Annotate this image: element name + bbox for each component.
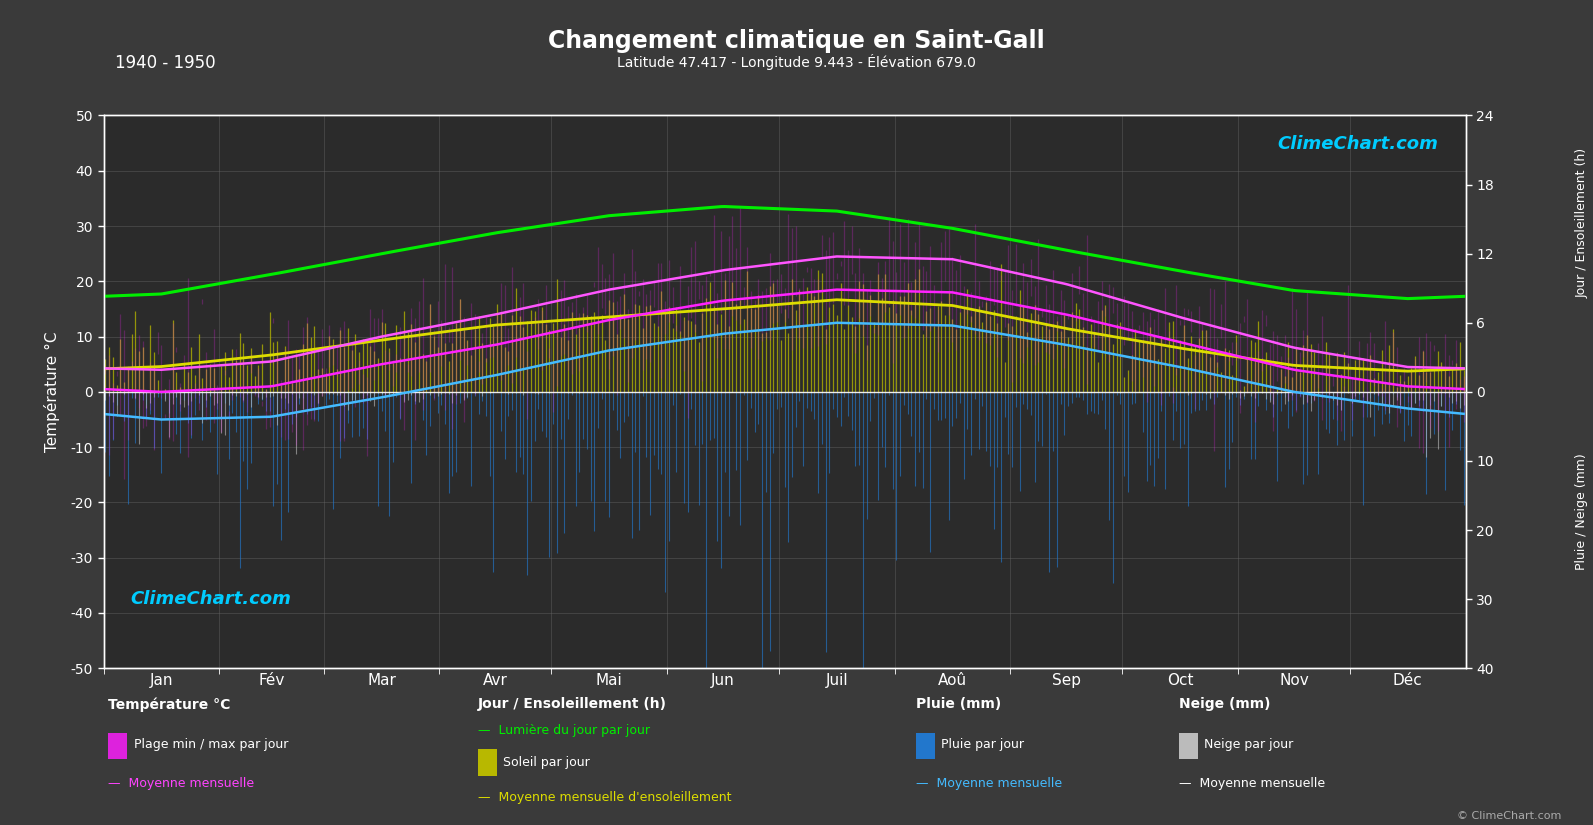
Text: 1940 - 1950: 1940 - 1950	[115, 54, 215, 72]
Text: Plage min / max par jour: Plage min / max par jour	[134, 738, 288, 752]
Text: © ClimeChart.com: © ClimeChart.com	[1456, 811, 1561, 821]
Text: Jour / Ensoleillement (h): Jour / Ensoleillement (h)	[478, 697, 667, 711]
Text: Jour / Ensoleillement (h): Jour / Ensoleillement (h)	[1575, 148, 1588, 298]
Text: Soleil par jour: Soleil par jour	[503, 756, 589, 769]
Text: Changement climatique en Saint-Gall: Changement climatique en Saint-Gall	[548, 29, 1045, 53]
Text: Température °C: Température °C	[108, 697, 231, 712]
Y-axis label: Température °C: Température °C	[43, 332, 59, 452]
Text: Pluie par jour: Pluie par jour	[941, 738, 1024, 752]
Text: Neige (mm): Neige (mm)	[1179, 697, 1270, 711]
Text: —  Lumière du jour par jour: — Lumière du jour par jour	[478, 724, 650, 737]
Text: —  Moyenne mensuelle d'ensoleillement: — Moyenne mensuelle d'ensoleillement	[478, 791, 731, 804]
Text: ClimeChart.com: ClimeChart.com	[131, 590, 292, 608]
Text: Pluie / Neige (mm): Pluie / Neige (mm)	[1575, 453, 1588, 570]
Text: ClimeChart.com: ClimeChart.com	[1278, 135, 1438, 153]
Text: Latitude 47.417 - Longitude 9.443 - Élévation 679.0: Latitude 47.417 - Longitude 9.443 - Élév…	[616, 54, 977, 69]
Text: Neige par jour: Neige par jour	[1204, 738, 1294, 752]
Text: —  Moyenne mensuelle: — Moyenne mensuelle	[108, 777, 255, 790]
Text: —  Moyenne mensuelle: — Moyenne mensuelle	[916, 777, 1063, 790]
Text: —  Moyenne mensuelle: — Moyenne mensuelle	[1179, 777, 1325, 790]
Text: Pluie (mm): Pluie (mm)	[916, 697, 1002, 711]
